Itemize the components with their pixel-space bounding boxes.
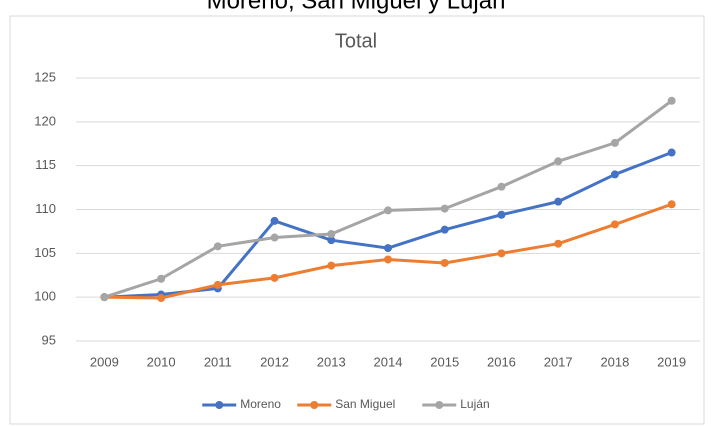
y-tick-label: 105 — [34, 245, 56, 260]
series-marker — [327, 230, 336, 239]
series-marker — [157, 274, 166, 283]
chart-title: Total — [335, 30, 377, 52]
legend-label: Moreno — [240, 397, 281, 411]
y-tick-label: 100 — [34, 289, 56, 304]
x-tick-label: 2012 — [260, 354, 289, 369]
legend-marker — [435, 401, 444, 409]
x-tick-label: 2018 — [600, 354, 629, 369]
y-tick-label: 110 — [35, 201, 56, 216]
chart-frame — [9, 15, 705, 425]
series-marker — [554, 239, 563, 248]
series-marker — [667, 96, 676, 105]
x-tick-label: 2011 — [204, 354, 232, 369]
legend-label: Luján — [460, 397, 489, 411]
x-tick-label: 2019 — [657, 354, 686, 369]
series-marker — [100, 293, 109, 302]
series-marker — [610, 170, 619, 179]
x-tick-label: 2015 — [430, 354, 459, 369]
series-marker — [554, 157, 563, 166]
series-marker — [384, 206, 392, 215]
series-marker — [497, 182, 506, 191]
series-marker — [384, 255, 392, 264]
y-tick-label: 120 — [34, 113, 56, 128]
y-tick-label: 125 — [34, 69, 56, 84]
y-tick-label: 95 — [42, 332, 56, 347]
series-marker — [440, 204, 449, 213]
y-tick-label: 115 — [35, 157, 56, 172]
x-tick-label: 2014 — [374, 354, 403, 369]
x-tick-label: 2017 — [544, 354, 573, 369]
series-marker — [497, 210, 506, 219]
x-tick-label: 2016 — [487, 354, 516, 369]
series-marker — [610, 138, 619, 147]
series-marker — [667, 148, 676, 157]
series-marker — [270, 273, 279, 282]
series-marker — [270, 216, 279, 225]
series-marker — [667, 200, 676, 209]
legend-marker — [310, 401, 319, 409]
series-marker — [440, 225, 449, 234]
series-marker — [327, 236, 336, 245]
x-tick-label: 2009 — [90, 354, 119, 369]
legend-marker — [215, 401, 224, 409]
chart-supertitle: Moreno, San Miguel y Luján — [207, 0, 506, 14]
legend-label: San Miguel — [335, 397, 395, 411]
series-marker — [384, 244, 392, 253]
series-marker — [213, 242, 222, 251]
x-tick-label: 2010 — [147, 354, 176, 369]
series-marker — [554, 197, 563, 206]
series-marker — [497, 249, 506, 258]
series-marker — [213, 280, 222, 289]
x-tick-label: 2013 — [317, 354, 346, 369]
series-marker — [327, 261, 336, 270]
series-marker — [440, 258, 449, 267]
series-marker — [157, 294, 166, 303]
series-marker — [610, 220, 619, 229]
series-marker — [270, 233, 279, 242]
